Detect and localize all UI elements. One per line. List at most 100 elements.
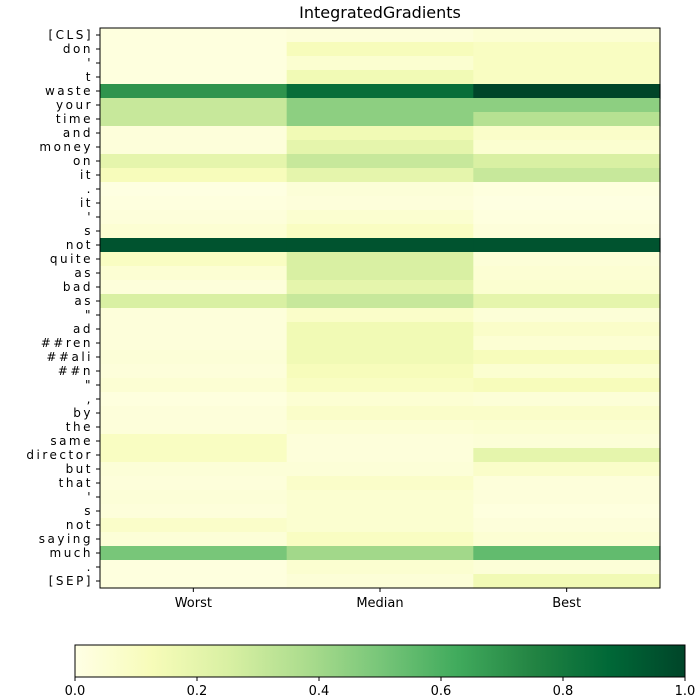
- heatmap-cell: [473, 98, 661, 113]
- column-labels: Worst Median Best: [175, 588, 581, 611]
- heatmap-cell: [473, 392, 661, 407]
- heatmap-cell: [286, 196, 474, 211]
- heatmap-cell: [286, 476, 474, 491]
- heatmap-cell: [473, 42, 661, 57]
- heatmap-cell: [286, 84, 474, 99]
- heatmap-cell: [473, 182, 661, 197]
- heatmap-cell: [473, 406, 661, 421]
- row-label: but: [66, 462, 93, 476]
- heatmap-cell: [473, 112, 661, 127]
- row-label: saying: [39, 532, 93, 546]
- heatmap-cell: [100, 70, 288, 85]
- heatmap-cell: [473, 210, 661, 225]
- heatmap-cell: [473, 140, 661, 155]
- heatmap-cell: [100, 196, 288, 211]
- heatmap-cell: [100, 84, 288, 99]
- row-label: ad: [73, 322, 93, 336]
- heatmap-cell: [286, 98, 474, 113]
- heatmap-cell: [100, 294, 288, 309]
- row-label: s: [84, 504, 93, 518]
- heatmap-cell: [286, 364, 474, 379]
- heatmap-cell: [100, 546, 288, 561]
- heatmap-cell: [100, 126, 288, 141]
- row-label: waste: [45, 84, 93, 98]
- column-label: Best: [552, 596, 581, 611]
- heatmap-cell: [100, 574, 288, 589]
- heatmap-cell: [473, 280, 661, 295]
- heatmap-cell: [100, 98, 288, 113]
- colorbar-tick-label: 0.6: [431, 684, 452, 699]
- heatmap-cell: [473, 168, 661, 183]
- heatmap-cell: [100, 238, 288, 253]
- heatmap-cell: [286, 294, 474, 309]
- row-label: as: [74, 294, 93, 308]
- row-label: ': [87, 210, 93, 224]
- heatmap-cell: [100, 140, 288, 155]
- colorbar-tick-label: 0.0: [65, 684, 86, 699]
- heatmap-cell: [473, 252, 661, 267]
- heatmap-cell: [286, 546, 474, 561]
- heatmap-cell: [286, 224, 474, 239]
- row-labels: [CLS]don'twasteyourtimeandmoneyonit.it's…: [26, 28, 100, 588]
- heatmap-cell: [473, 518, 661, 533]
- row-label: time: [56, 112, 93, 126]
- heatmap-cell: [100, 504, 288, 519]
- heatmap-cell: [100, 350, 288, 365]
- heatmap-cell: [286, 574, 474, 589]
- heatmap-cell: [473, 56, 661, 71]
- heatmap-cell: [473, 378, 661, 393]
- row-label: [SEP]: [49, 574, 93, 588]
- colorbar-gradient: [74, 644, 686, 678]
- heatmap-cell: [286, 42, 474, 57]
- heatmap-cell: [100, 448, 288, 463]
- row-label: same: [50, 434, 93, 448]
- row-label: that: [59, 476, 93, 490]
- heatmap-cell: [286, 112, 474, 127]
- heatmap-cell: [473, 420, 661, 435]
- heatmap-cell: [286, 406, 474, 421]
- heatmap-cell: [100, 392, 288, 407]
- row-label: quite: [50, 252, 93, 266]
- heatmap-cell: [473, 266, 661, 281]
- row-label: ": [85, 378, 93, 392]
- row-label: ##ren: [41, 336, 93, 350]
- heatmap-cell: [100, 308, 288, 323]
- heatmap-cell: [473, 434, 661, 449]
- heatmap-cell: [100, 518, 288, 533]
- row-label: as: [74, 266, 93, 280]
- heatmap-cell: [473, 308, 661, 323]
- heatmap-cell: [286, 336, 474, 351]
- heatmap-cell: [473, 28, 661, 43]
- row-label: ##n: [58, 364, 93, 378]
- heatmap-cell: [473, 336, 661, 351]
- heatmap-cell: [286, 70, 474, 85]
- row-label: t: [86, 70, 93, 84]
- row-label: by: [73, 406, 93, 420]
- heatmap-cell: [286, 490, 474, 505]
- colorbar-tick-label: 0.8: [553, 684, 574, 699]
- heatmap-cell: [473, 462, 661, 477]
- column-label: Median: [356, 596, 403, 611]
- heatmap-cell: [100, 560, 288, 575]
- heatmap-cell: [286, 518, 474, 533]
- row-label: ": [85, 308, 93, 322]
- row-label: [CLS]: [48, 28, 93, 42]
- heatmap-cell: [473, 448, 661, 463]
- row-label: not: [66, 238, 93, 252]
- row-label: .: [87, 560, 93, 574]
- row-label: it: [80, 168, 93, 182]
- heatmap-cell: [100, 420, 288, 435]
- row-label: ,: [87, 392, 93, 406]
- row-label: the: [66, 420, 93, 434]
- heatmap-cells: [100, 28, 661, 589]
- heatmap-cell: [100, 168, 288, 183]
- heatmap-cell: [473, 546, 661, 561]
- row-label: and: [63, 126, 93, 140]
- heatmap-cell: [286, 308, 474, 323]
- row-label: much: [50, 546, 94, 560]
- colorbar-tick-label: 0.2: [187, 684, 208, 699]
- heatmap-cell: [473, 504, 661, 519]
- heatmap-cell: [286, 266, 474, 281]
- heatmap-cell: [286, 322, 474, 337]
- heatmap-cell: [286, 280, 474, 295]
